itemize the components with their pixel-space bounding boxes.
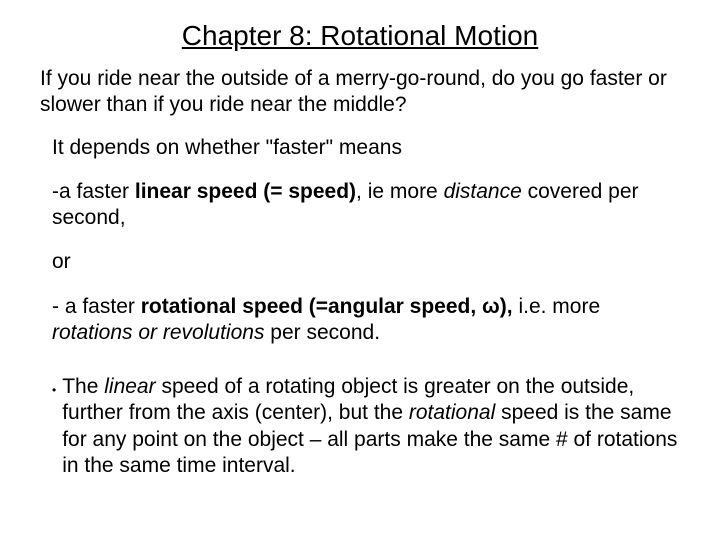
slide-container: Chapter 8: Rotational Motion If you ride… [0,0,720,517]
text-fragment: The [62,375,104,398]
body-content: It depends on whether "faster" means -a … [52,135,680,480]
final-bullet: • The linear speed of a rotating object … [52,374,680,479]
text-fragment: -a faster [52,180,135,203]
text-fragment: per second. [264,321,380,344]
text-fragment: , ie more [356,180,444,203]
rotational-italic: rotational [409,401,495,424]
depends-line: It depends on whether "faster" means [52,135,680,161]
text-fragment: ), [500,295,513,318]
linear-speed-bold: linear speed (= speed) [135,180,356,203]
chapter-title: Chapter 8: Rotational Motion [40,20,680,52]
linear-italic: linear [104,375,155,398]
or-line: or [52,249,680,275]
text-fragment: - a faster [52,295,141,318]
rotational-speed-line: - a faster rotational speed (=angular sp… [52,294,680,347]
text-fragment: rotational speed (=angular speed, [141,295,482,318]
omega-symbol: ω [482,295,500,318]
text-fragment: i.e. more [513,295,601,318]
distance-italic: distance [444,180,522,203]
bullet-icon: • [52,383,56,398]
rotational-speed-bold: rotational speed (=angular speed, ω), [141,295,513,318]
final-text: The linear speed of a rotating object is… [62,374,680,479]
question-text: If you ride near the outside of a merry-… [40,66,680,119]
linear-speed-line: -a faster linear speed (= speed), ie mor… [52,179,680,232]
rotations-italic: rotations or revolutions [52,321,264,344]
